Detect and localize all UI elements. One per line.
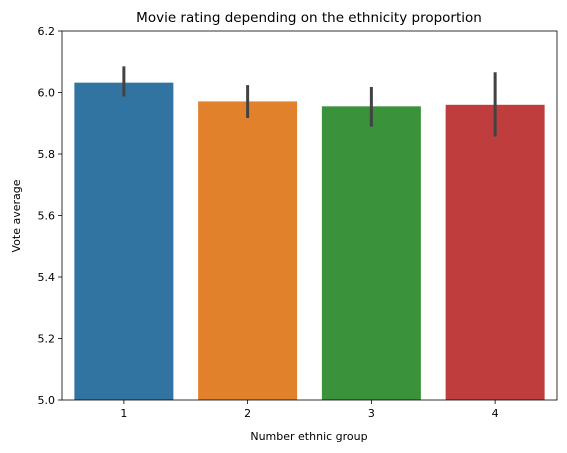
- y-axis-title: Vote average: [10, 179, 23, 252]
- chart-title: Movie rating depending on the ethnicity …: [136, 10, 482, 26]
- bar-2: [198, 101, 298, 400]
- y-tick-label: 5.6: [38, 210, 56, 223]
- x-tick-label: 1: [120, 407, 127, 420]
- x-axis-title: Number ethnic group: [250, 430, 367, 443]
- y-tick-label: 5.2: [38, 333, 56, 346]
- y-tick-label: 5.8: [38, 148, 56, 161]
- x-tick-label: 3: [368, 407, 375, 420]
- y-tick-label: 5.0: [38, 394, 56, 407]
- y-tick-label: 5.4: [38, 271, 56, 284]
- x-tick-label: 4: [492, 407, 499, 420]
- bar-1: [74, 82, 174, 400]
- bar-3: [321, 106, 421, 401]
- y-tick-label: 6.2: [38, 25, 56, 38]
- x-tick-label: 2: [244, 407, 251, 420]
- plot-area: 5.0 5.2 5.4 5.6 5.8 6.0 6.2 1 2 3 4: [38, 25, 558, 420]
- y-tick-label: 6.0: [38, 87, 56, 100]
- bar-4: [445, 104, 545, 401]
